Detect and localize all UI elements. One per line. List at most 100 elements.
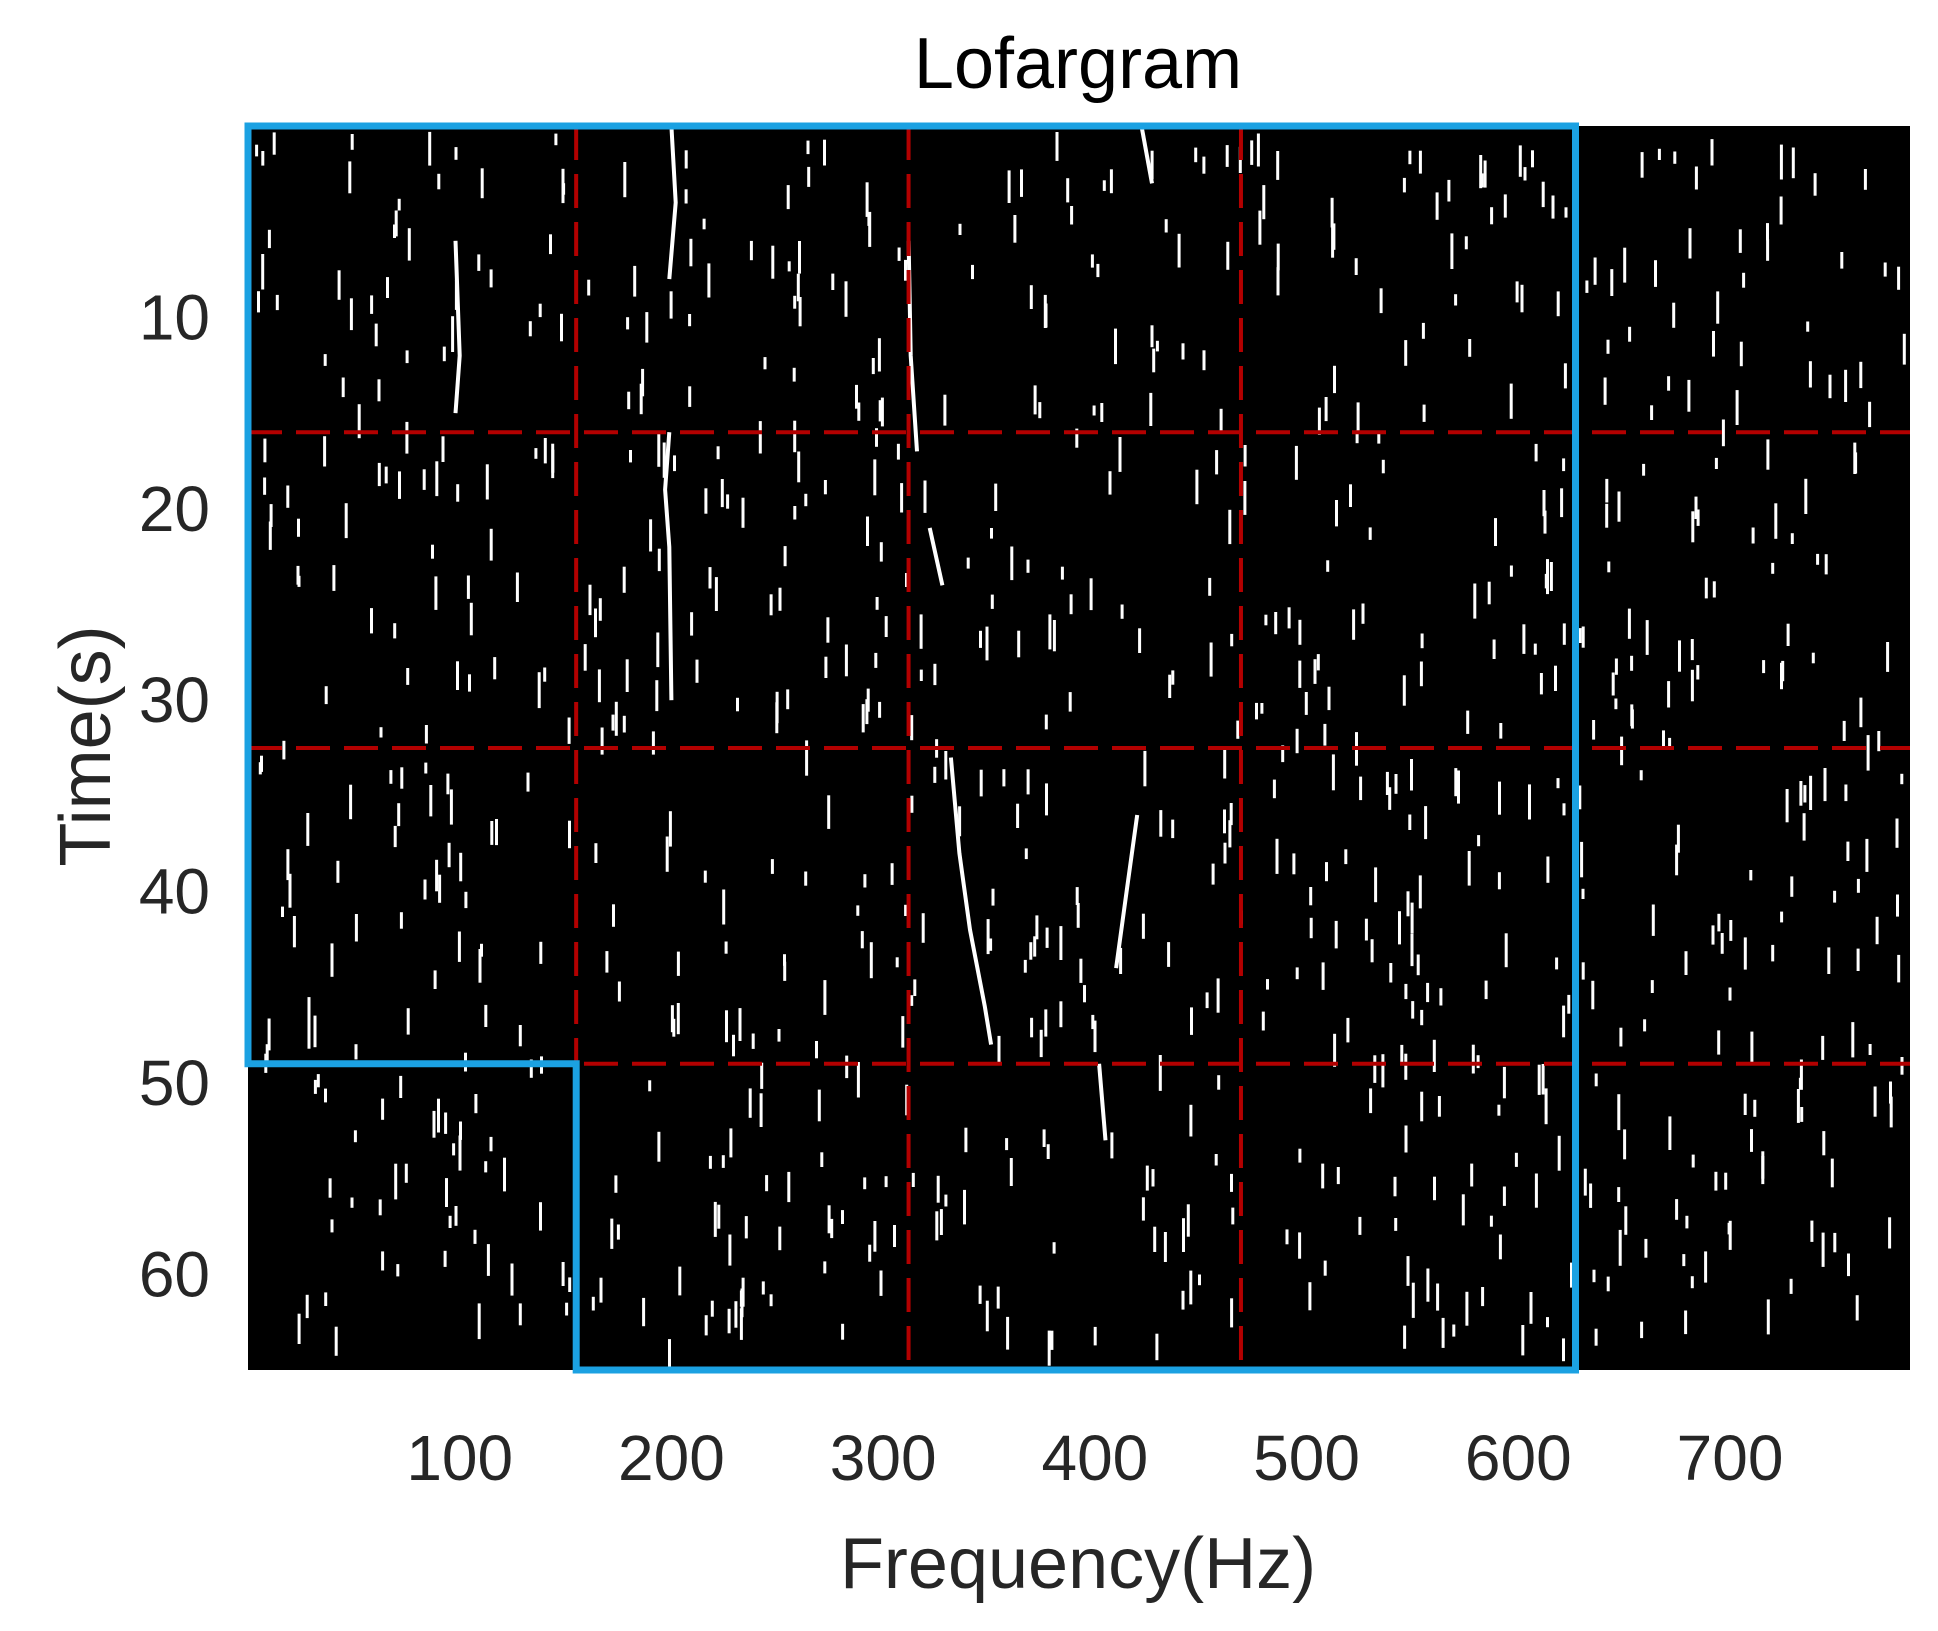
speckle [826,617,830,643]
speckle [657,1131,661,1162]
speckle [921,913,925,943]
speckle [400,767,404,789]
speckle [422,469,426,490]
speckle [1374,867,1378,903]
speckle [1410,902,1414,934]
speckle [1786,623,1790,646]
speckle [406,668,410,685]
speckle [991,888,995,906]
speckle [873,459,877,496]
speckle [1827,947,1831,974]
speckle [1309,917,1313,939]
speckle [1866,735,1870,771]
speckle [1464,236,1468,250]
speckle [350,134,354,150]
speckle [1691,511,1695,543]
speckle [1377,431,1381,444]
speckle [1228,509,1232,545]
speckle [639,383,643,415]
speckle [732,1034,735,1057]
speckle [539,941,543,964]
speckle [1388,787,1392,810]
speckle [1298,660,1302,688]
speckle [896,443,900,460]
speckle [1811,652,1815,664]
speckle [1411,1282,1415,1318]
speckle [879,542,883,562]
speckle [1735,390,1739,425]
speckle [518,1303,522,1326]
speckle [1889,1096,1893,1128]
speckle [1580,841,1584,878]
speckle [341,377,345,398]
speckle [1830,1158,1834,1188]
speckle [313,1079,317,1094]
speckle [1404,1125,1408,1153]
speckle [880,397,884,427]
speckle [286,849,290,881]
speckle [1534,1173,1538,1208]
speckle [844,644,848,677]
speckle [1750,1031,1754,1062]
speckle [605,951,609,973]
speckle [1498,1234,1502,1260]
speckle [738,1008,742,1041]
speckle [1024,848,1028,860]
speckle [1214,1154,1218,1166]
speckle [769,594,773,616]
speckle [1408,150,1412,165]
speckle [1346,1017,1350,1043]
speckle [1594,1328,1598,1346]
speckle [1016,803,1020,828]
speckle [452,1143,456,1156]
speckle [330,1219,334,1233]
spectral-line-8 [1097,1063,1108,1141]
speckle [695,659,699,683]
speckle [749,240,753,261]
speckle [473,1229,477,1244]
speckle [1243,445,1247,467]
speckle [1419,661,1423,687]
speckle [1477,835,1481,847]
speckle [1368,527,1372,540]
speckle [1231,1207,1235,1225]
speckle [1842,720,1846,741]
speckle [986,919,990,955]
speckle [1766,439,1770,470]
speckle [286,485,290,508]
speckle [1044,303,1048,328]
speckle [469,602,473,636]
speckle [441,436,445,462]
speckle [1229,803,1233,826]
speckle [649,519,653,552]
speckle [805,740,809,776]
speckle [443,1250,447,1267]
speckle [1591,980,1595,1010]
speckle [1690,669,1694,702]
speckle [1317,407,1321,435]
speckle [884,1176,888,1188]
speckle [1029,285,1033,309]
speckle [493,657,497,680]
speckle [1533,643,1537,655]
speckle [1465,1291,1469,1326]
speckle [704,488,708,514]
speckle [655,680,659,712]
speckle [1327,686,1331,711]
speckle [787,261,791,272]
speckle [458,1135,462,1171]
speckle [919,669,923,681]
speckle [827,795,831,829]
speckle [1089,578,1093,611]
speckle [786,689,790,710]
speckle [405,421,409,454]
speckle [1889,1081,1892,1104]
speckle [1712,331,1715,357]
x-tick-label: 700 [1677,1422,1784,1494]
speckle [1539,673,1543,695]
speckle [759,1093,763,1127]
speckle [860,931,864,949]
speckle [1678,640,1681,672]
speckle [1155,340,1159,352]
speckle [1275,838,1279,874]
